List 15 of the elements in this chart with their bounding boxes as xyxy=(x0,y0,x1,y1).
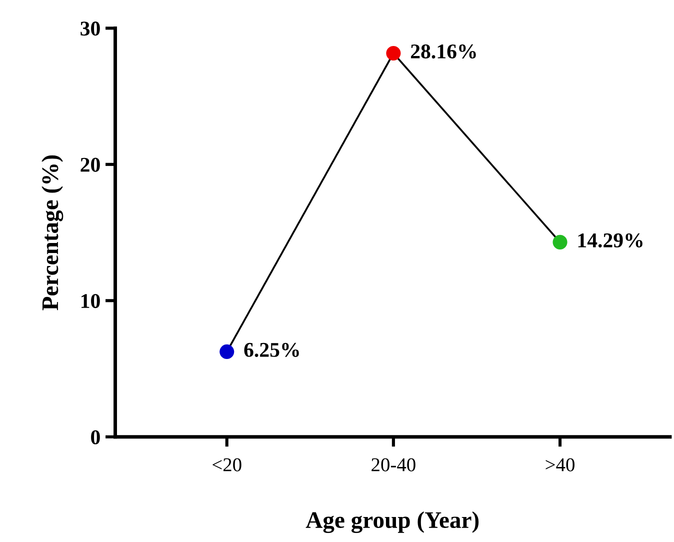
point xyxy=(386,46,401,61)
point xyxy=(552,234,568,250)
y-tick-label: 30 xyxy=(80,22,100,36)
data-label: 6.25% xyxy=(244,342,299,358)
point xyxy=(220,344,234,359)
x-tick-label: <20 xyxy=(212,458,242,472)
data-label: 14.29% xyxy=(578,233,642,248)
x-tick-label: >40 xyxy=(546,458,574,472)
data-label: 28.16% xyxy=(410,44,476,59)
x-axis-title: Age group (Year) xyxy=(306,511,479,534)
y-tick-label: 20 xyxy=(80,158,100,172)
y-tick-label: 10 xyxy=(82,294,100,308)
x-tick-label: 20-40 xyxy=(372,458,416,472)
y-tick-label: 0 xyxy=(91,430,100,444)
y-axis-title: Percentage (%) xyxy=(42,155,64,310)
